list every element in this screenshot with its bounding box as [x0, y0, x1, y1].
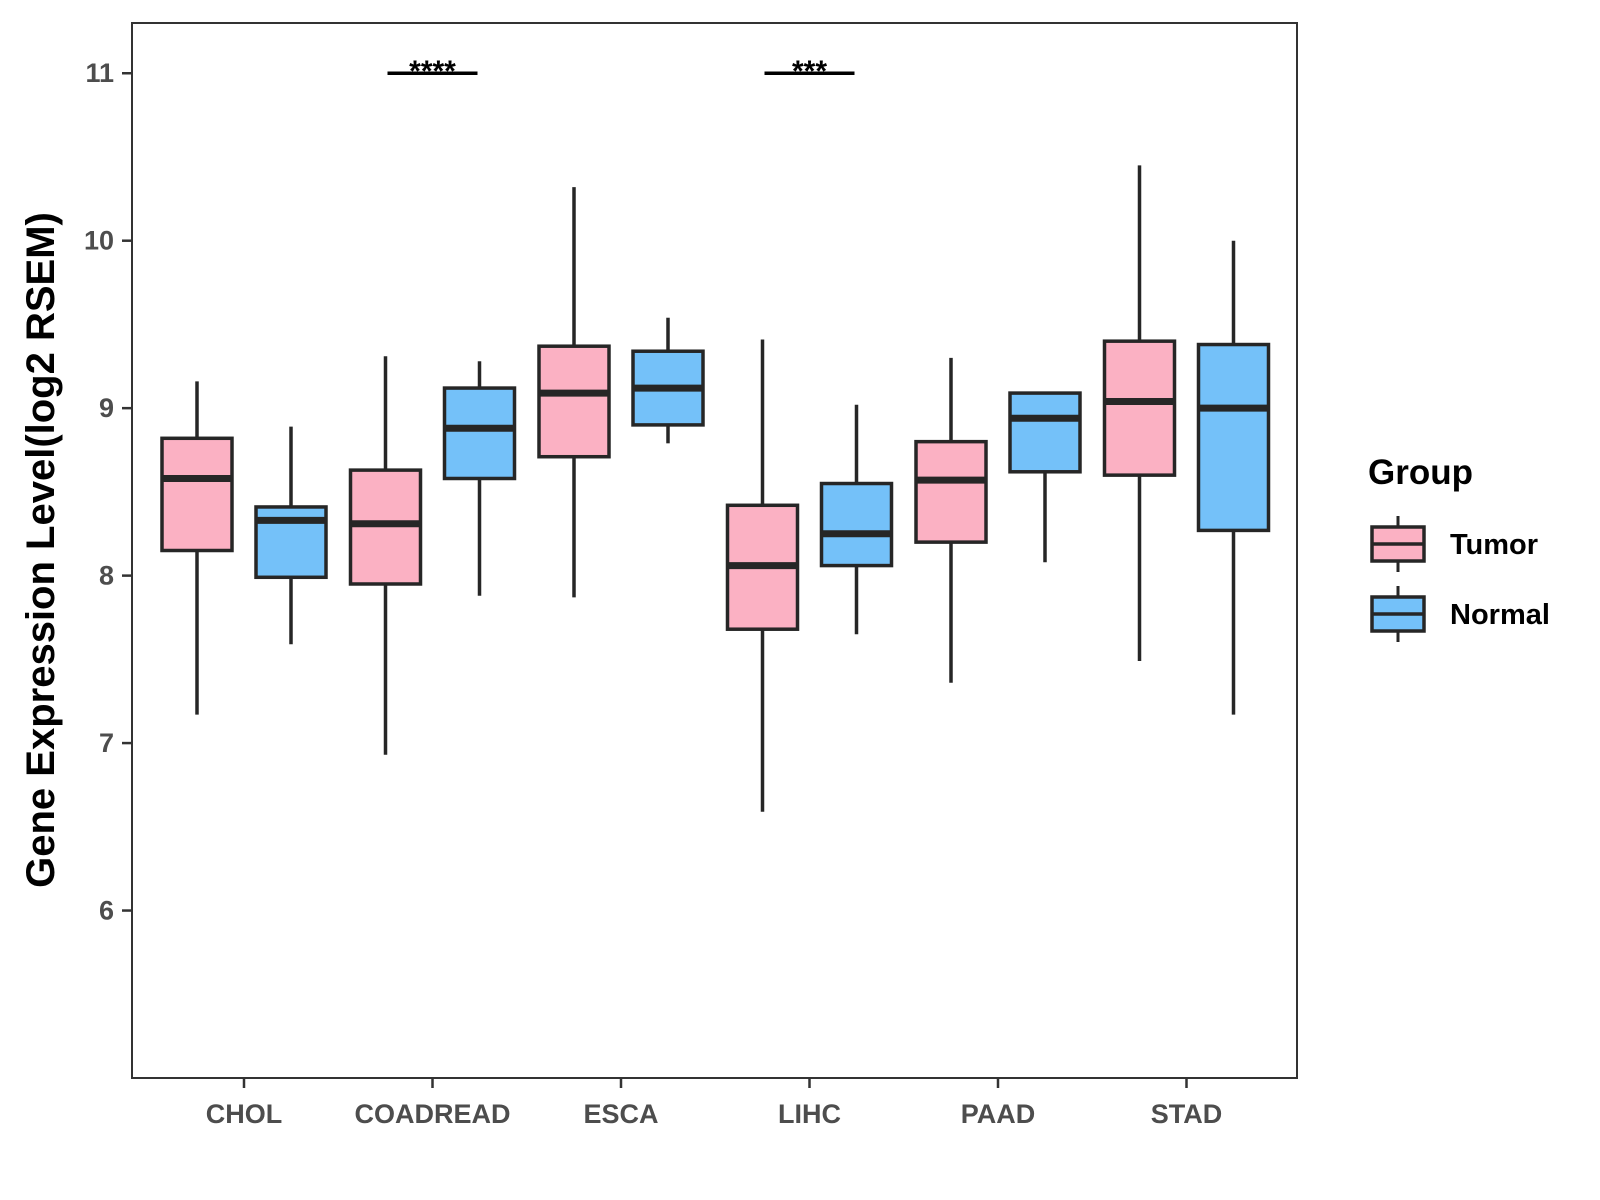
y-axis-title: Gene Expression Level(log2 RSEM): [19, 212, 63, 888]
legend-label-normal: Normal: [1450, 599, 1550, 631]
legend-title: Group: [1368, 453, 1473, 492]
x-tick-label: PAAD: [961, 1099, 1036, 1129]
x-tick-label: COADREAD: [354, 1099, 510, 1129]
x-tick-label: ESCA: [583, 1099, 658, 1129]
legend-label-tumor: Tumor: [1450, 529, 1538, 561]
box-tumor: [160, 436, 234, 553]
y-tick-label: 10: [84, 226, 114, 256]
significance-label: ***: [792, 55, 827, 88]
box-normal: [1196, 342, 1271, 533]
box-normal: [819, 481, 894, 568]
box-normal: [1008, 391, 1082, 474]
y-tick-label: 6: [99, 896, 114, 926]
box-tumor: [537, 344, 611, 459]
y-tick-label: 7: [99, 728, 114, 758]
x-tick-label: STAD: [1151, 1099, 1223, 1129]
box-normal: [442, 386, 517, 481]
y-tick-label: 8: [99, 561, 114, 591]
plot-panel-border: [131, 22, 1298, 1079]
y-tick-label: 9: [99, 393, 114, 423]
x-tick-label: LIHC: [778, 1099, 841, 1129]
y-tick-label: 11: [85, 58, 114, 88]
x-tick-label: CHOL: [206, 1099, 283, 1129]
box-tumor: [1102, 339, 1177, 477]
significance-label: ****: [409, 55, 456, 88]
box-tumor: [914, 439, 988, 544]
